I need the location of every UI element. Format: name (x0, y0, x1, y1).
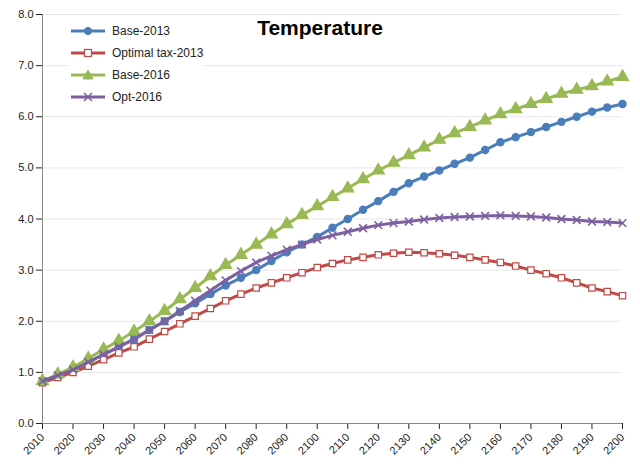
svg-text:7.0: 7.0 (18, 59, 33, 71)
html-text:Temperature: Temperature (257, 16, 383, 39)
svg-text:1.0: 1.0 (18, 366, 33, 378)
svg-text:6.0: 6.0 (18, 110, 33, 122)
html-text:Base-2013: Base-2013 (112, 24, 170, 38)
svg-text:2160: 2160 (478, 431, 504, 457)
svg-text:2100: 2100 (295, 431, 321, 457)
svg-text:2010: 2010 (21, 431, 47, 457)
svg-text:2060: 2060 (173, 431, 199, 457)
svg-text:2070: 2070 (204, 431, 230, 457)
svg-text:2.0: 2.0 (18, 315, 33, 327)
html-text:Optimal tax-2013: Optimal tax-2013 (112, 46, 204, 60)
svg-text:2020: 2020 (51, 431, 77, 457)
svg-text:2120: 2120 (356, 431, 382, 457)
svg-text:2170: 2170 (509, 431, 535, 457)
svg-text:0.0: 0.0 (18, 417, 33, 429)
svg-text:2180: 2180 (540, 431, 566, 457)
svg-text:2030: 2030 (82, 431, 108, 457)
svg-text:8.0: 8.0 (18, 8, 33, 20)
svg-text:2080: 2080 (234, 431, 260, 457)
html-text:Base-2016: Base-2016 (112, 68, 170, 82)
svg-text:2090: 2090 (265, 431, 291, 457)
svg-text:2150: 2150 (448, 431, 474, 457)
svg-text:2130: 2130 (387, 431, 413, 457)
svg-text:5.0: 5.0 (18, 161, 33, 173)
svg-text:2190: 2190 (570, 431, 596, 457)
svg-text:2200: 2200 (601, 431, 627, 457)
svg-text:2140: 2140 (417, 431, 443, 457)
svg-text:3.0: 3.0 (18, 264, 33, 276)
svg-text:4.0: 4.0 (18, 213, 33, 225)
svg-text:2040: 2040 (112, 431, 138, 457)
html-text:Opt-2016: Opt-2016 (112, 90, 162, 104)
svg-text:2110: 2110 (326, 431, 351, 456)
svg-text:2050: 2050 (143, 431, 169, 457)
